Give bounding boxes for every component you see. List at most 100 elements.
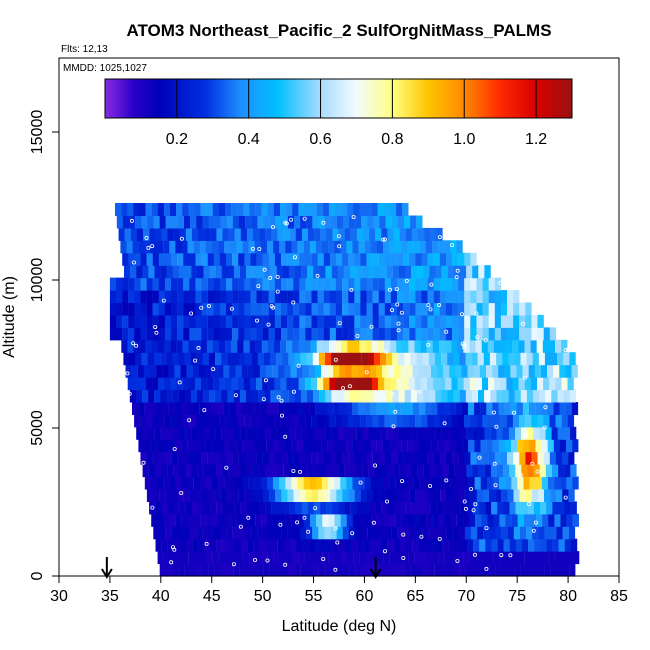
heatmap-cell [454, 538, 462, 552]
x-tick-label: 30 [50, 588, 68, 605]
heatmap-cell [244, 314, 251, 328]
heatmap-cell [385, 215, 392, 229]
latitude-marker-head [101, 568, 113, 579]
heatmap-cell [494, 414, 501, 428]
heatmap-cell [442, 501, 449, 515]
heatmap-cell [423, 389, 430, 403]
heatmap-cell [281, 314, 288, 328]
heatmap-cell [158, 377, 165, 391]
heatmap-cell [287, 290, 294, 304]
heatmap-cell [403, 302, 410, 316]
heatmap-cell [429, 426, 436, 440]
heatmap-cell [356, 426, 363, 440]
heatmap-cell [347, 377, 354, 391]
heatmap-cell [296, 364, 303, 378]
heatmap-cell [314, 227, 321, 241]
heatmap-cell [433, 414, 440, 428]
heatmap-cell [226, 314, 233, 328]
data-point [473, 502, 478, 507]
heatmap-cell [152, 414, 159, 428]
heatmap-cell [354, 526, 362, 540]
heatmap-cell [397, 215, 405, 229]
heatmap-cell [197, 464, 204, 478]
heatmap-cell [478, 501, 486, 515]
heatmap-cell [427, 277, 434, 291]
heatmap-cell [360, 327, 367, 341]
heatmap-cell [383, 551, 390, 565]
heatmap-cell [207, 302, 214, 316]
heatmap-cell [495, 489, 502, 502]
heatmap-cell [396, 203, 403, 216]
heatmap-cell [184, 389, 192, 403]
heatmap-cell [311, 302, 318, 316]
heatmap-cell [206, 203, 213, 216]
heatmap-cell [195, 252, 202, 266]
heatmap-cell [397, 327, 404, 341]
x-tick-label: 70 [457, 588, 475, 605]
heatmap-cell [224, 476, 231, 490]
heatmap-cell [409, 451, 416, 465]
heatmap-cell [158, 451, 166, 465]
heatmap-cell [195, 451, 202, 465]
heatmap-cell [297, 240, 304, 254]
heatmap-cell [517, 513, 524, 527]
heatmap-cell [195, 302, 202, 316]
data-point [129, 218, 134, 223]
heatmap-cell [519, 451, 526, 465]
heatmap-cell [349, 215, 356, 229]
heatmap-cell [329, 339, 336, 353]
heatmap-cell [305, 489, 313, 502]
heatmap-cell [435, 352, 442, 366]
heatmap-cell [280, 339, 287, 353]
heatmap-cell [195, 290, 202, 304]
heatmap-cell [177, 327, 184, 341]
heatmap-cell [464, 327, 471, 341]
heatmap-cell [207, 290, 214, 304]
heatmap-cell [160, 352, 167, 366]
heatmap-cell [416, 215, 423, 229]
heatmap-cell [194, 377, 202, 391]
heatmap-cell [300, 215, 307, 229]
heatmap-cell [409, 277, 416, 291]
heatmap-cell [248, 402, 255, 415]
heatmap-cell [188, 551, 195, 565]
heatmap-cell [136, 426, 143, 440]
heatmap-cell [525, 327, 532, 341]
heatmap-cell [276, 426, 283, 440]
data-point [233, 393, 238, 398]
heatmap-cell [156, 439, 163, 453]
heatmap-cell [537, 451, 544, 465]
heatmap-cell [251, 526, 258, 540]
heatmap-cell [358, 513, 366, 527]
heatmap-cell [310, 513, 317, 527]
heatmap-cell [264, 464, 272, 478]
heatmap-cell [384, 277, 392, 291]
heatmap-cell [288, 563, 295, 577]
heatmap-cell [445, 377, 452, 391]
heatmap-cell [374, 389, 381, 403]
heatmap-cell [525, 451, 532, 465]
x-tick-label: 50 [254, 588, 272, 605]
heatmap-cell [346, 513, 353, 527]
heatmap-cell [215, 265, 222, 279]
heatmap-cell [543, 414, 550, 428]
heatmap-cell [263, 352, 271, 366]
data-point [262, 267, 267, 272]
heatmap-cell [206, 339, 214, 353]
heatmap-cell [436, 501, 443, 515]
heatmap-cell [398, 389, 405, 403]
heatmap-cell [452, 451, 459, 465]
heatmap-cell [452, 327, 459, 341]
heatmap-cell [246, 464, 253, 478]
heatmap-cell [433, 451, 440, 465]
heatmap-cell [208, 489, 215, 502]
heatmap-cell [372, 277, 379, 291]
heatmap-cell [361, 563, 368, 577]
data-point [404, 278, 409, 283]
heatmap-cell [531, 489, 539, 502]
heatmap-cell [482, 302, 489, 316]
heatmap-cell [226, 526, 233, 540]
heatmap-cell [278, 439, 286, 453]
heatmap-cell [507, 314, 514, 328]
